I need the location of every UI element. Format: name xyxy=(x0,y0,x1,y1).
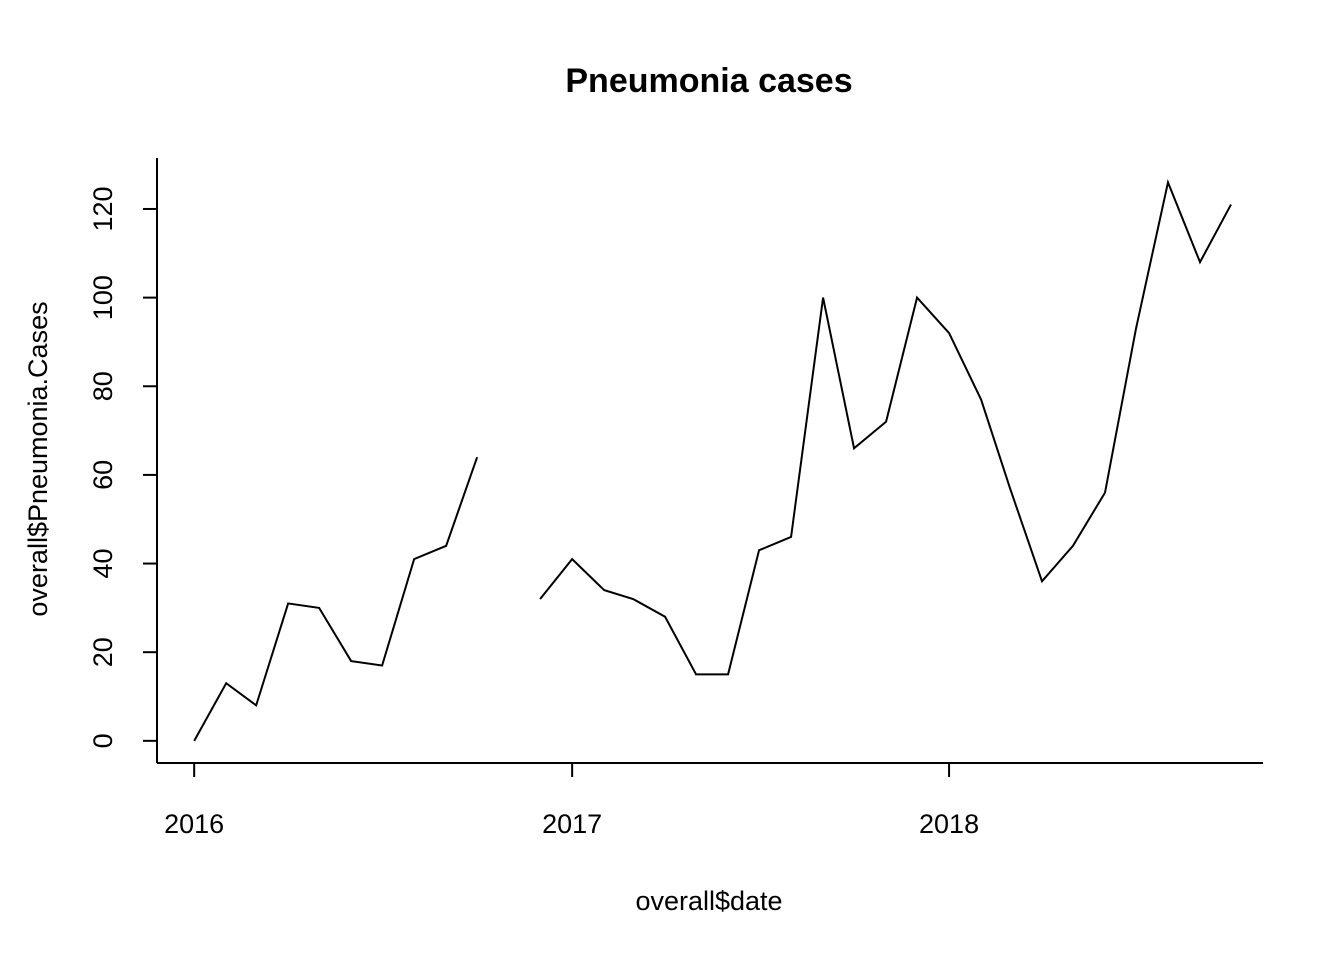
x-tick-label: 2016 xyxy=(164,809,224,839)
x-tick-label: 2018 xyxy=(919,809,979,839)
y-tick-label: 20 xyxy=(88,637,118,667)
y-axis-label: overall$Pneumonia.Cases xyxy=(23,301,53,616)
y-tick-label: 100 xyxy=(88,275,118,320)
x-tick-label: 2017 xyxy=(542,809,602,839)
y-tick-label: 60 xyxy=(88,460,118,490)
chart-title: Pneumonia cases xyxy=(565,62,852,100)
plot-area xyxy=(193,178,1232,742)
series-line xyxy=(193,456,479,742)
series-line xyxy=(539,178,1232,676)
y-axis: 0 20 40 60 80 100 120 xyxy=(88,158,158,763)
y-tick-label: 40 xyxy=(88,549,118,579)
x-axis-label: overall$date xyxy=(635,886,782,916)
y-tick-label: 120 xyxy=(88,186,118,231)
y-tick-label: 80 xyxy=(88,371,118,401)
x-axis: 2016 2017 2018 xyxy=(157,762,1263,839)
y-tick-label: 0 xyxy=(88,733,118,748)
